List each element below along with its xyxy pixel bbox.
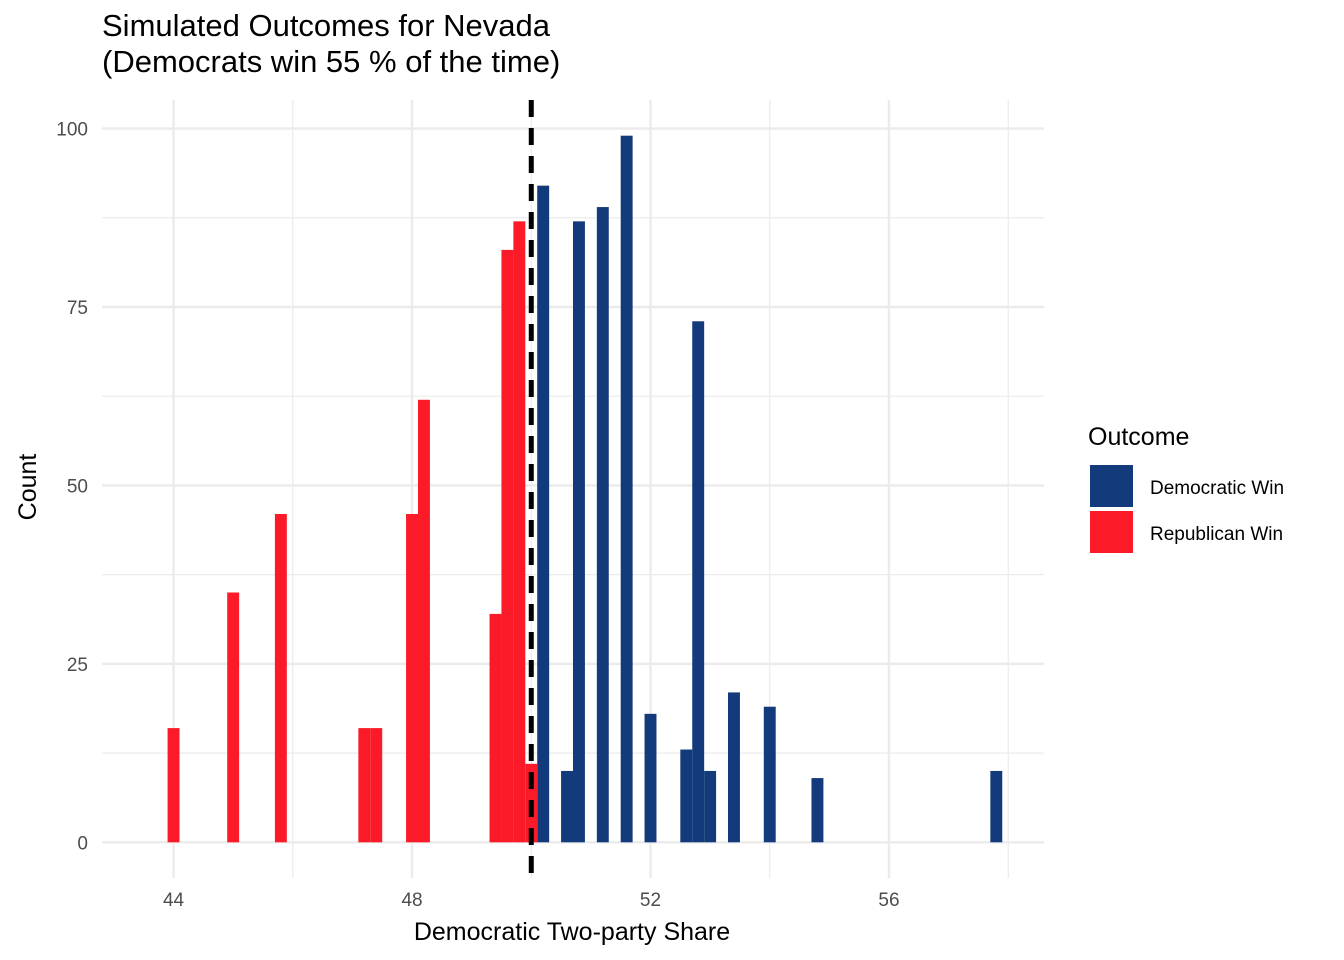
bar-democratic-win (573, 221, 585, 843)
y-tick-label: 25 (67, 655, 88, 676)
bar-democratic-win (692, 321, 705, 843)
y-tick-labels: 0 25 50 75 100 (56, 120, 88, 855)
y-tick-label: 50 (67, 476, 88, 497)
legend-key-republican-win (1090, 511, 1133, 553)
chart-title: Simulated Outcomes for Nevada (Democrats… (102, 8, 560, 80)
bar-democratic-win (537, 185, 550, 843)
x-tick-label: 44 (163, 890, 185, 911)
bar-democratic-win (811, 778, 824, 843)
chart-title-line-1: Simulated Outcomes for Nevada (102, 8, 550, 43)
x-tick-label: 48 (401, 890, 422, 911)
x-tick-label: 56 (878, 890, 899, 911)
bar-republican-win (489, 613, 502, 843)
bar-republican-win (274, 513, 287, 843)
y-axis-title: Count (14, 454, 42, 521)
y-tick-label: 100 (56, 120, 88, 141)
bar-democratic-win (704, 770, 717, 843)
bar-republican-win (358, 728, 371, 843)
bar-republican-win (167, 728, 180, 843)
bars-group (167, 135, 1003, 843)
bar-republican-win (501, 249, 514, 843)
bar-democratic-win (763, 706, 776, 843)
bar-democratic-win (680, 749, 693, 843)
x-tick-label: 52 (640, 890, 661, 911)
bar-democratic-win (620, 135, 633, 843)
bar-democratic-win (728, 692, 740, 843)
bar-democratic-win (561, 770, 573, 843)
bar-republican-win (406, 513, 418, 843)
bar-democratic-win (596, 207, 609, 843)
x-axis-title: Democratic Two-party Share (414, 918, 730, 946)
legend-title: Outcome (1088, 423, 1189, 451)
bar-republican-win (227, 592, 240, 843)
bar-democratic-win (990, 770, 1003, 843)
bar-republican-win (513, 221, 526, 843)
y-tick-label: 75 (67, 298, 88, 319)
bar-republican-win (417, 399, 430, 843)
bar-democratic-win (644, 713, 657, 843)
x-tick-labels: 44 48 52 56 (163, 890, 900, 911)
y-tick-label: 0 (77, 833, 88, 854)
legend: Outcome Democratic Win Republican Win (1088, 423, 1284, 553)
legend-key-democratic-win (1090, 465, 1133, 507)
bar-republican-win (370, 728, 383, 843)
legend-label: Democratic Win (1150, 478, 1284, 499)
chart-title-line-2: (Democrats win 55 % of the time) (102, 44, 561, 79)
legend-label: Republican Win (1150, 524, 1283, 545)
